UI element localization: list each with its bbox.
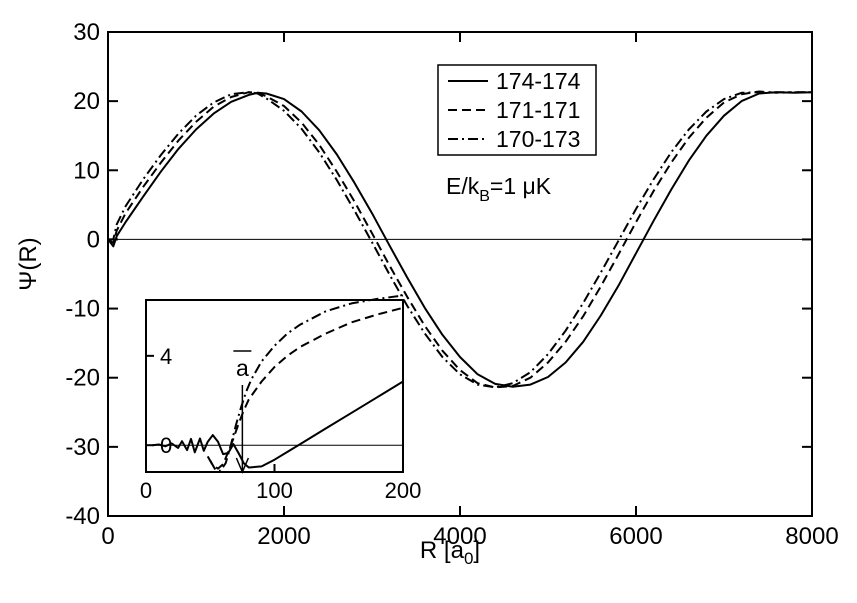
- main-x-tick-label: 6000: [609, 523, 662, 550]
- inset-y-tick-label: 4: [160, 344, 172, 369]
- legend-label-171-171: 171-171: [496, 97, 580, 123]
- inset-x-tick-label: 100: [256, 478, 293, 503]
- main-x-tick-label: 0: [101, 523, 114, 550]
- inset-x-tick-label: 0: [140, 478, 152, 503]
- a-bar-arrow-head: [235, 457, 250, 474]
- inset-series-line-170-173: [209, 294, 404, 472]
- legend-label-170-173: 170-173: [496, 126, 580, 152]
- main-y-tick-label: -40: [65, 503, 100, 530]
- main-x-tick-label: 2000: [257, 523, 310, 550]
- inset-series-line-171-171: [206, 306, 404, 470]
- main-y-tick-label: -20: [65, 365, 100, 392]
- series-line-174-174: [107, 91, 813, 388]
- inset-series-line-174-174: [152, 380, 404, 469]
- main-y-tick-label: 10: [73, 157, 100, 184]
- main-y-tick-label: -10: [65, 296, 100, 323]
- main-x-tick-label: 8000: [785, 523, 838, 550]
- main-y-tick-label: 20: [73, 88, 100, 115]
- legend-label-174-174: 174-174: [496, 68, 581, 94]
- inset-x-tick-label: 200: [385, 478, 422, 503]
- main-y-axis-label: Ψ(R): [15, 237, 42, 290]
- series-line-171-171: [107, 90, 812, 389]
- main-y-tick-label: 30: [73, 19, 100, 46]
- main-x-axis-label: R [a0]: [420, 537, 480, 568]
- main-y-tick-label: -30: [65, 434, 100, 461]
- series-line-170-173: [108, 91, 812, 389]
- main-y-tick-label: 0: [87, 226, 100, 253]
- energy-annotation: E/kB=1 μK: [446, 173, 552, 205]
- main-x-tick-label: 4000: [433, 523, 486, 550]
- a-bar-label: a: [236, 355, 249, 381]
